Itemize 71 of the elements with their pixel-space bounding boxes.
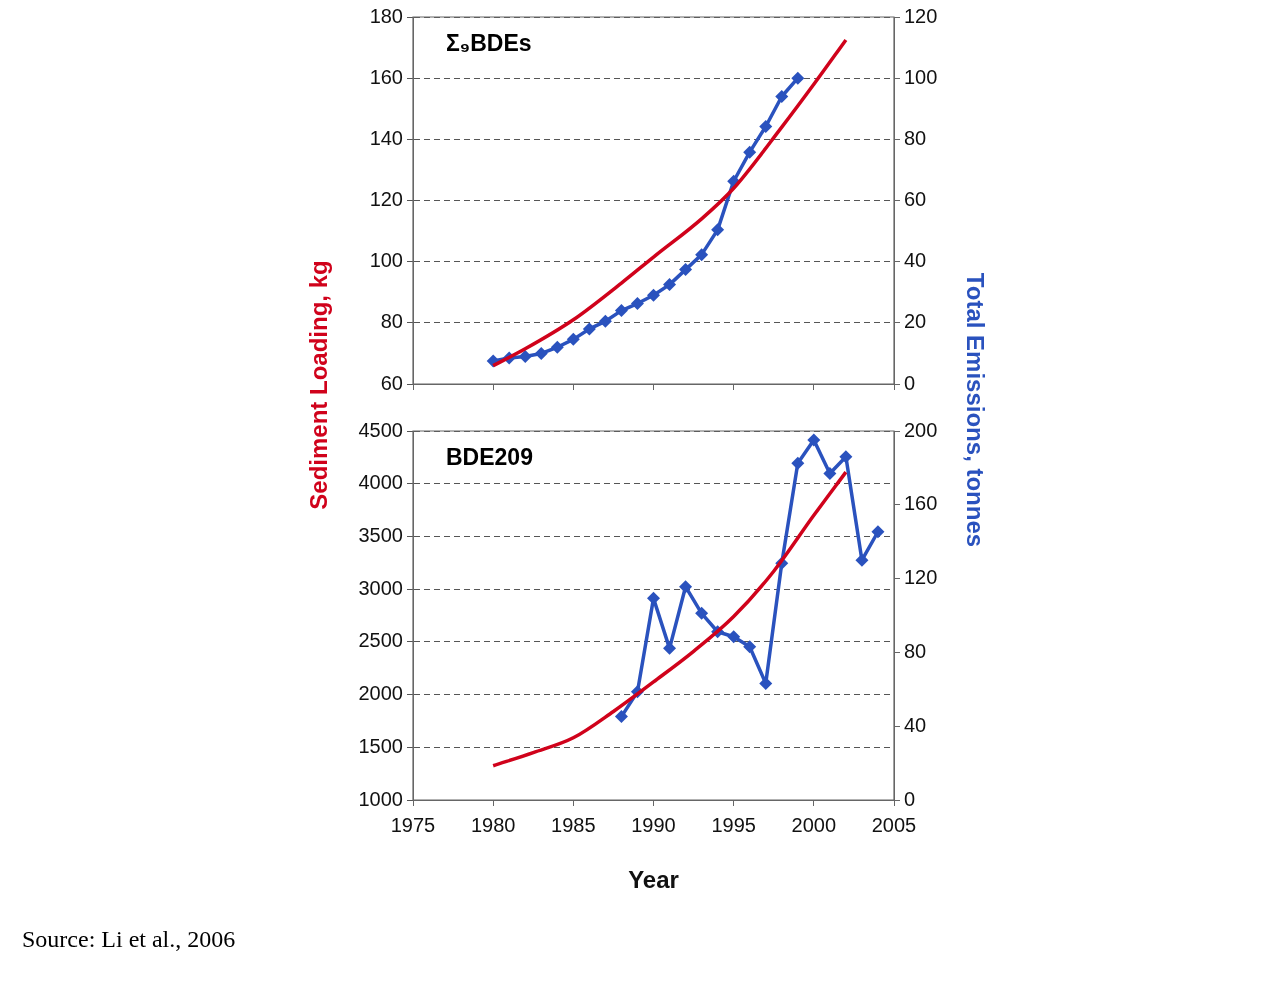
point: [518, 349, 532, 363]
point: [791, 71, 805, 85]
point: [566, 332, 580, 346]
y2-tick-label: 160: [904, 492, 938, 515]
point: [839, 450, 853, 464]
y-tick-label: 4500: [358, 418, 403, 441]
point: [727, 630, 741, 644]
point: [855, 553, 869, 567]
point: [663, 278, 677, 292]
y-tick-label: 4000: [358, 471, 403, 494]
y-tick-label: 100: [369, 249, 403, 272]
x-tick-label: 2005: [871, 813, 917, 836]
point: [743, 145, 757, 159]
point: [598, 314, 612, 328]
y-tick-label: 2000: [358, 682, 403, 705]
x-axis-title: Year: [628, 866, 679, 894]
y2-tick-label: 120: [904, 4, 938, 27]
y-tick-label: 1500: [358, 734, 403, 757]
point: [614, 710, 628, 724]
source-note: Source: Li et al., 2006: [22, 926, 236, 953]
y2-tick-label: 80: [904, 639, 927, 662]
point: [647, 591, 660, 605]
x-tick-label: 1985: [551, 813, 596, 836]
point: [711, 223, 725, 237]
point: [534, 346, 548, 360]
y2-tick-label: 80: [904, 126, 927, 149]
x-tick-label: 1995: [711, 813, 756, 836]
y2-tick-label: 0: [904, 787, 916, 810]
text: BDE209: [446, 443, 533, 470]
point: [759, 119, 773, 133]
point: [791, 456, 805, 470]
y-tick-label: 2500: [358, 629, 403, 652]
y2-tick-label: 100: [904, 65, 938, 88]
y2-tick-label: 60: [904, 188, 927, 211]
y-tick-label: 1000: [358, 787, 403, 810]
y-tick-label: 160: [369, 65, 403, 88]
x-tick-label: 1980: [470, 813, 516, 836]
point: [775, 90, 789, 104]
y2-tick-label: 120: [904, 566, 938, 589]
point: [807, 433, 821, 447]
point: [679, 263, 693, 277]
y-tick-label: 60: [380, 371, 403, 394]
point: [550, 340, 564, 354]
x-tick-label: 1990: [631, 813, 676, 836]
point: [695, 606, 709, 620]
point: [823, 466, 837, 480]
point: [582, 322, 596, 336]
x-tick-label: 2000: [791, 813, 837, 836]
point: [743, 640, 757, 654]
y2-tick-label: 0: [904, 371, 916, 394]
y2-axis-title: Total Emissions, tonnes: [961, 272, 990, 548]
line-series: [491, 470, 848, 768]
point: [647, 288, 660, 302]
point: [695, 248, 709, 262]
y2-tick-label: 40: [904, 713, 927, 736]
y-tick-label: 80: [380, 310, 403, 333]
y-tick-label: 3000: [358, 576, 403, 599]
x-tick-label: 1975: [390, 813, 436, 836]
y2-tick-label: 20: [904, 310, 927, 333]
point: [614, 304, 628, 318]
y2-tick-label: 200: [904, 418, 938, 441]
y-tick-label: 120: [369, 188, 403, 211]
point: [871, 525, 885, 539]
point: [679, 580, 693, 594]
point: [630, 297, 644, 311]
y-tick-label: 3500: [358, 523, 403, 546]
y-axis-title: Sediment Loading, kg: [304, 260, 333, 510]
y2-tick-label: 40: [904, 249, 927, 272]
y-tick-label: 180: [369, 4, 403, 27]
y-tick-label: 140: [369, 126, 403, 149]
text: Σ₉BDEs: [446, 29, 532, 56]
